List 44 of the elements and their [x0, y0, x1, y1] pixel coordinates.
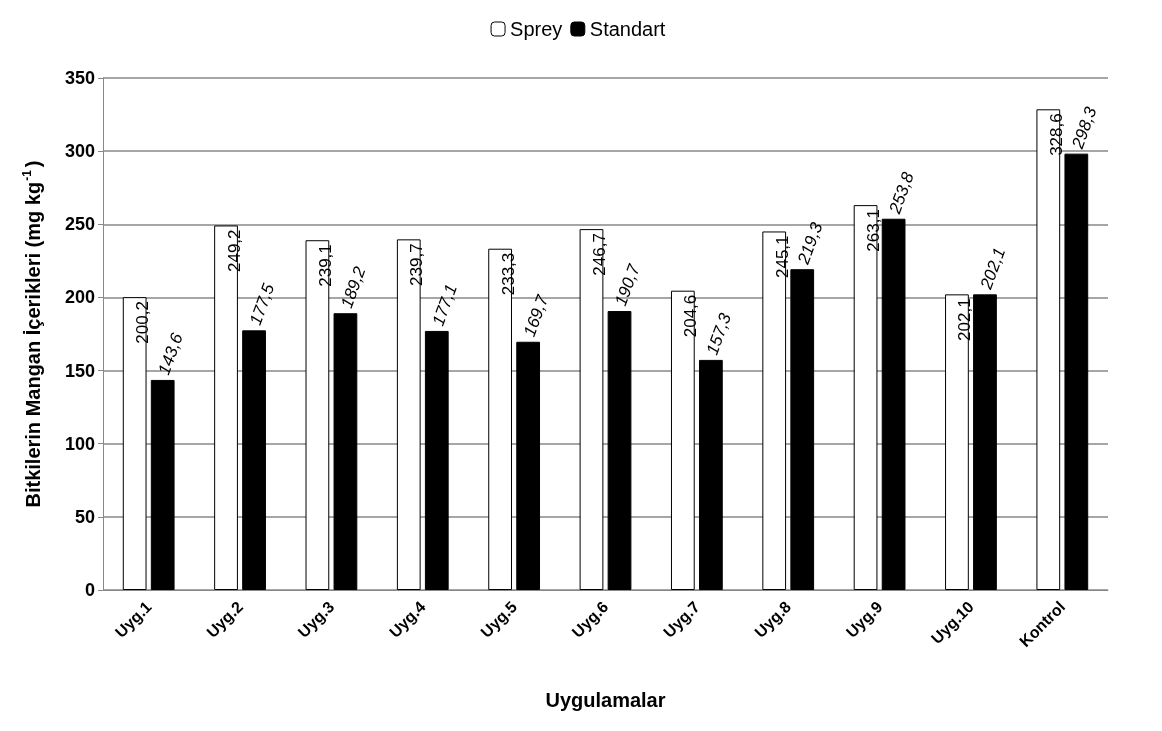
- bar: [699, 359, 723, 590]
- data-label: 239,1: [315, 244, 335, 287]
- data-label: 189,2: [337, 263, 370, 311]
- y-tick-label: 0: [84, 580, 95, 600]
- data-label: 177,1: [428, 281, 461, 329]
- data-label: 219,3: [793, 219, 827, 268]
- legend-label: Standart: [589, 18, 666, 40]
- y-tick-label: 300: [64, 141, 95, 162]
- bar: [607, 311, 632, 590]
- bar: [242, 330, 266, 590]
- bar: [150, 379, 175, 590]
- data-label: 157,3: [702, 310, 736, 358]
- y-tick-label: 200: [64, 287, 95, 308]
- data-label: 245,1: [772, 235, 792, 278]
- data-label: 298,3: [1067, 104, 1101, 152]
- data-label: 246,7: [589, 233, 609, 276]
- bar: [424, 330, 449, 590]
- y-axis-title: Bitkilerin Mangan İçerikleri (mg kg-1): [20, 160, 44, 508]
- data-label: 143,6: [154, 330, 188, 378]
- bar: [516, 341, 541, 590]
- y-tick-label: 100: [64, 433, 95, 454]
- y-tick-label: 150: [64, 360, 95, 381]
- bar: [881, 218, 906, 590]
- data-label: 328,6: [1046, 113, 1066, 156]
- data-label: 239,7: [407, 243, 427, 286]
- bar: [973, 294, 997, 590]
- data-label: 177,5: [245, 280, 279, 328]
- data-label: 200,2: [133, 301, 153, 344]
- bar: [790, 269, 815, 590]
- x-axis-title: Uygulamalar: [545, 689, 666, 711]
- data-label: 202,1: [955, 298, 975, 341]
- bar: [1064, 153, 1089, 590]
- data-label: 202,1: [976, 245, 1010, 293]
- legend-label: Sprey: [510, 18, 563, 40]
- data-label: 263,1: [864, 209, 884, 252]
- data-label: 249,2: [224, 229, 244, 272]
- data-label: 204,6: [681, 294, 701, 338]
- data-label: 190,7: [611, 261, 644, 309]
- bar: [333, 313, 358, 590]
- data-label: 253,8: [885, 169, 918, 218]
- y-tick-label: 250: [64, 214, 95, 235]
- y-tick-label: 50: [74, 506, 95, 527]
- data-label: 169,7: [519, 292, 553, 340]
- y-tick-label: 350: [64, 68, 95, 88]
